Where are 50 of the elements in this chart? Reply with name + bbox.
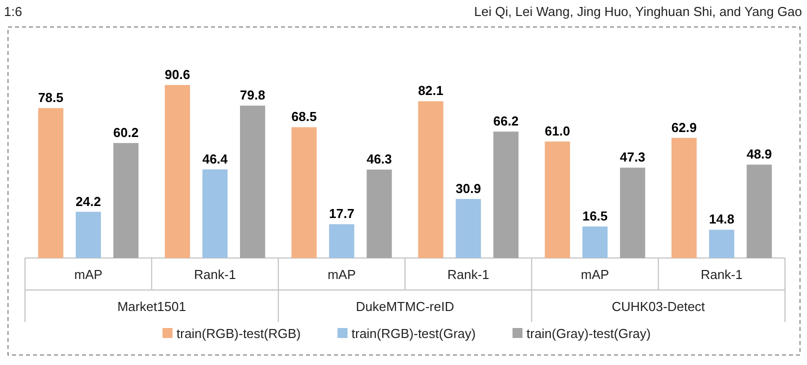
bar <box>620 168 646 258</box>
data-label: 30.9 <box>456 180 481 196</box>
data-label: 14.8 <box>709 212 734 227</box>
bar <box>76 212 101 258</box>
bar <box>291 127 317 258</box>
x-tick-label: mAP <box>74 267 102 282</box>
data-label: 90.6 <box>164 67 190 82</box>
data-label: 60.2 <box>113 125 139 140</box>
data-label: 79.8 <box>240 88 266 103</box>
data-label: 82.1 <box>418 83 444 98</box>
bar <box>582 226 608 258</box>
x-tick-label: mAP <box>328 267 356 282</box>
data-label: 46.4 <box>202 151 228 166</box>
data-label: 17.7 <box>329 206 354 222</box>
data-label: 62.9 <box>671 120 697 135</box>
bar <box>709 230 734 258</box>
data-label: 48.9 <box>746 146 772 162</box>
data-label: 47.3 <box>620 150 646 165</box>
text: 1:6 <box>4 4 22 19</box>
data-label: 61.0 <box>544 124 570 139</box>
bar <box>366 170 392 258</box>
bar <box>202 169 228 258</box>
bar <box>456 198 481 258</box>
bar <box>671 138 697 258</box>
text: Lei Qi, Lei Wang, Jing Huo, Yinghuan Shi, and Yang Gao <box>474 4 802 19</box>
bar <box>164 85 190 258</box>
bar <box>493 132 519 258</box>
bar <box>329 224 354 258</box>
data-label: 68.5 <box>291 109 317 124</box>
x-tick-label: mAP <box>580 267 610 282</box>
x-axis-title: CUHK03-Detect <box>612 299 706 314</box>
data-label: 24.2 <box>76 194 101 209</box>
data-label: 78.5 <box>38 90 64 106</box>
bar <box>544 142 570 258</box>
x-axis-title: Market1501 <box>117 299 186 314</box>
legend-label: train(Gray)-test(Gray) <box>526 326 651 341</box>
x-tick-label: Rank-1 <box>194 267 236 282</box>
bar <box>746 164 772 258</box>
bar <box>240 106 266 258</box>
legend-label: train(RGB)-test(Gray) <box>352 326 476 341</box>
bar <box>113 143 139 258</box>
x-axis-title: DukeMTMC-reID <box>356 299 454 314</box>
data-label: 66.2 <box>493 114 519 129</box>
data-label: 46.3 <box>366 152 392 167</box>
bar <box>418 101 444 258</box>
bar <box>38 108 64 258</box>
legend-label: train(RGB)-test(RGB) <box>176 326 301 341</box>
data-label: 16.5 <box>582 208 608 224</box>
x-tick-label: Rank-1 <box>447 267 490 282</box>
x-tick-label: Rank-1 <box>700 267 743 282</box>
